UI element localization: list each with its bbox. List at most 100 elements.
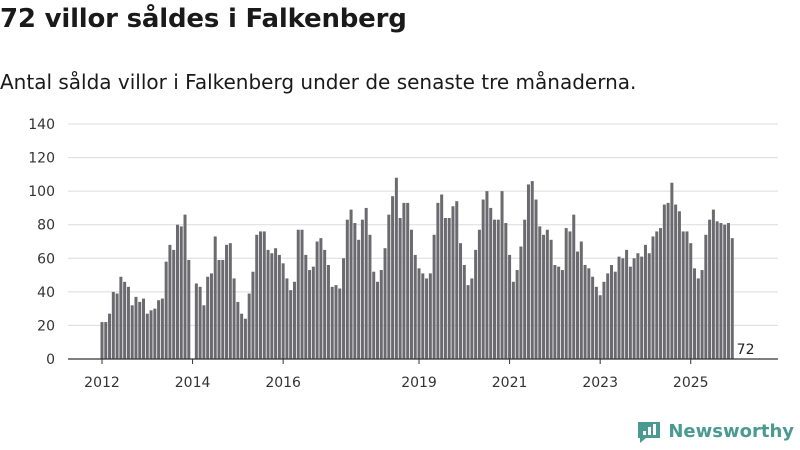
bar [632,258,636,359]
bar [560,270,564,359]
bar [345,219,349,359]
y-tick-label: 20 [37,318,55,334]
bar [417,268,421,359]
bar [142,298,146,359]
bar [481,199,485,359]
bar [213,236,217,359]
bar [198,286,202,359]
bar [493,219,496,359]
bar [670,182,674,359]
bar [496,219,500,359]
bar [613,271,617,359]
bar [292,281,296,359]
bar [583,265,587,359]
bar [515,270,519,359]
bar [542,234,546,359]
bar [134,296,138,359]
bar [474,249,478,359]
bar [617,256,621,359]
bar [119,276,123,359]
bar [708,219,712,359]
bar [285,278,289,359]
bar [625,249,629,359]
bar [255,234,259,359]
bar [572,214,576,359]
bar [564,228,568,359]
bar [579,241,583,359]
bar [466,285,470,359]
bar [270,253,274,359]
bar [413,254,417,359]
bar [715,221,719,359]
bar [677,211,681,359]
bar [689,243,693,359]
bar-chart: 0 20 40 60 80 100 120 140 2012 2014 2016 2019 2021 20… [28,117,778,391]
bar [157,300,161,359]
bar [353,223,357,359]
bar [504,223,508,359]
bar [145,313,149,359]
bar [164,261,168,359]
bar [357,239,361,359]
bar [723,224,727,359]
bar [685,231,689,359]
bar [126,286,130,359]
x-tick-label: 2016 [265,375,301,391]
bar [428,273,432,359]
bar [651,236,655,359]
bar [228,243,232,359]
bar [406,202,410,359]
bar [149,310,153,359]
bar [338,288,342,359]
bar [477,229,481,359]
bar [534,199,538,359]
bar [628,266,632,359]
bar [183,214,187,359]
bar [508,254,512,359]
bar [168,244,172,359]
bar [123,281,127,359]
bar [232,278,236,359]
axes: 0 20 40 60 80 100 120 140 2012 2014 2016 2019 2021 20… [28,117,778,391]
x-tick-label: 2021 [492,375,528,391]
newsworthy-logo[interactable]: Newsworthy [636,418,794,444]
bar [700,270,704,359]
bar [100,322,104,359]
y-tick-label: 80 [37,218,55,234]
bar [360,219,364,359]
bar [334,285,338,359]
x-tick-label: 2012 [84,375,120,391]
bar [296,229,300,359]
bar [576,251,580,359]
bar [587,268,591,359]
bar [308,270,312,359]
bar [259,231,263,359]
bar [549,239,553,359]
bar [704,234,708,359]
bar [402,202,406,359]
bar [568,231,572,359]
bar [330,286,334,359]
bar [455,201,459,359]
bar [247,293,251,359]
bar [394,177,398,359]
bar [217,259,221,359]
bar [647,253,651,359]
bar [636,253,640,359]
x-tick-label: 2014 [175,375,211,391]
bar [681,231,685,359]
bar [368,234,372,359]
bar [172,249,176,359]
bar [640,256,644,359]
bar [500,191,504,359]
bar [221,259,225,359]
x-tick-label: 2023 [582,375,618,391]
bar [398,218,402,359]
bar [311,266,315,359]
bar [104,322,108,359]
bar [485,191,489,359]
bar [281,263,285,359]
bar [300,229,304,359]
bar [138,301,142,359]
bar [447,218,451,359]
